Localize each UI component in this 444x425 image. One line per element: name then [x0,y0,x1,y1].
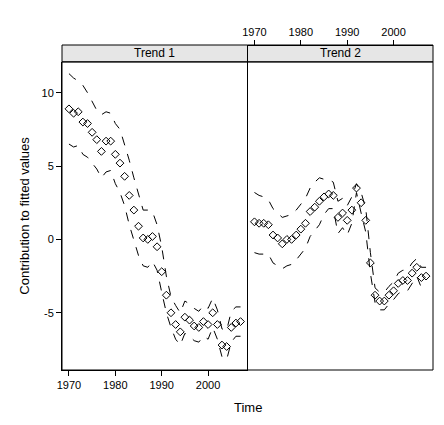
svg-text:1980: 1980 [289,26,313,38]
svg-text:1970: 1970 [242,26,266,38]
svg-text:Trend 2: Trend 2 [320,46,361,60]
svg-text:2000: 2000 [381,26,405,38]
svg-text:-5: -5 [44,307,54,319]
svg-text:Time: Time [234,400,262,415]
svg-text:1990: 1990 [149,379,173,391]
svg-text:Trend 1: Trend 1 [134,46,175,60]
svg-text:2000: 2000 [196,379,220,391]
svg-text:Contribution to fitted values: Contribution to fitted values [17,137,32,295]
svg-text:1970: 1970 [57,379,81,391]
svg-text:10: 10 [42,87,54,99]
svg-text:0: 0 [48,233,54,245]
svg-text:1980: 1980 [103,379,127,391]
svg-text:5: 5 [48,160,54,172]
svg-text:1990: 1990 [335,26,359,38]
